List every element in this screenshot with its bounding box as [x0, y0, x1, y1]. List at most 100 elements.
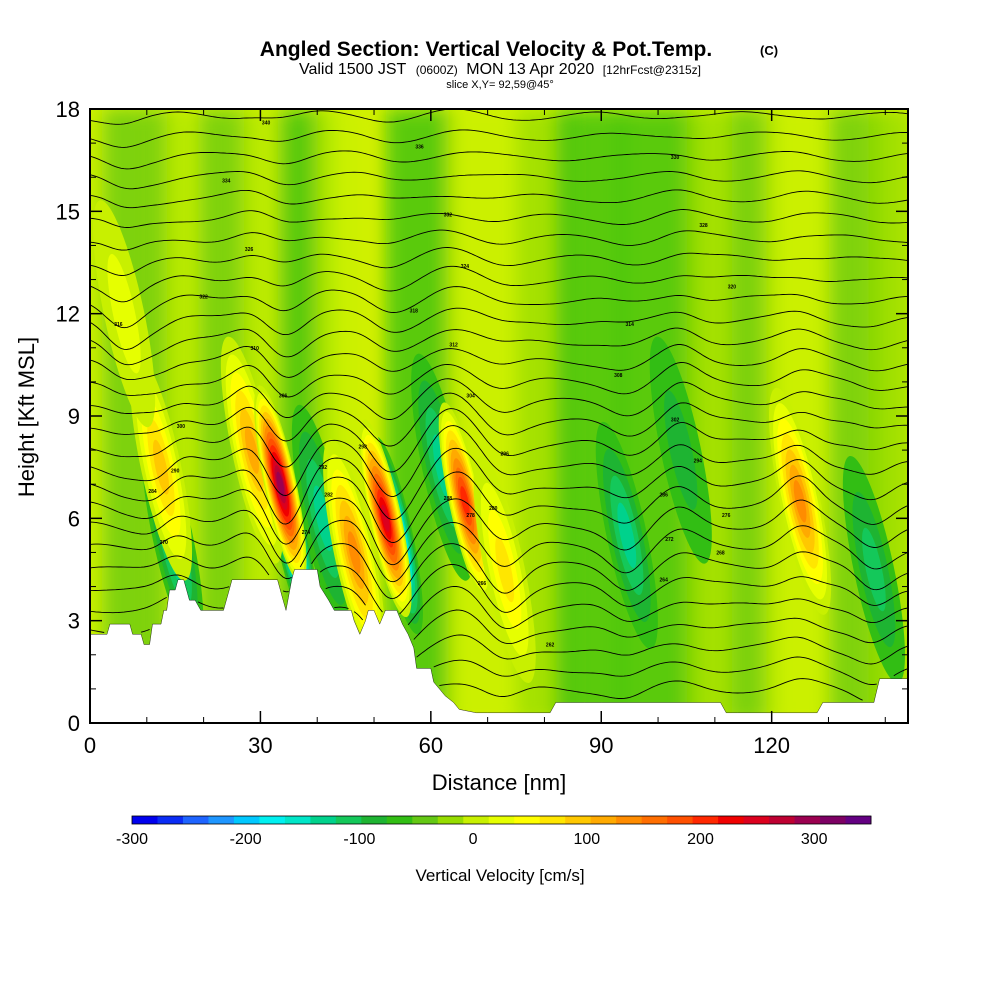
- core-level: [347, 531, 361, 574]
- colorbar-swatch: [233, 816, 260, 824]
- y-tick-label: 6: [68, 506, 80, 531]
- theta-contour-line: [439, 678, 863, 701]
- theta-contour-label: 328: [699, 223, 708, 229]
- theta-contour-label: 270: [160, 540, 169, 546]
- colorbar-swatch: [514, 816, 541, 824]
- theta-contour-label: 284: [148, 489, 157, 495]
- theta-contour-label: 318: [410, 308, 419, 314]
- colorbar-swatch: [208, 816, 235, 824]
- theta-contour-label: 304: [466, 394, 475, 400]
- theta-contour-label: 282: [324, 493, 333, 499]
- downdraft-core: [842, 455, 905, 684]
- updraft-core: [359, 419, 412, 618]
- theta-contour-label: 306: [279, 394, 288, 400]
- x-tick-label: 30: [248, 733, 272, 758]
- theta-contour-label: 310: [251, 346, 260, 352]
- theta-contour-label: 264: [660, 578, 669, 584]
- colorbar-swatch: [335, 816, 362, 824]
- theta-contour-label: 300: [177, 424, 186, 430]
- core-level: [313, 485, 333, 552]
- subtitle-utc: (0600Z): [416, 63, 458, 77]
- slice-note: slice X,Y= 92,59@45°: [446, 79, 554, 91]
- theta-contour-label: 288: [444, 496, 453, 502]
- theta-contour-line: [433, 656, 908, 685]
- colorbar-swatch: [590, 816, 617, 824]
- colorbar-swatch: [386, 816, 413, 824]
- y-tick-label: 0: [68, 711, 80, 736]
- colorbar-swatch: [667, 816, 694, 824]
- colorbar-tick-label: -200: [230, 831, 262, 848]
- theta-contour-label: 334: [222, 179, 231, 185]
- theta-contour-line: [90, 564, 908, 615]
- terrain: [90, 569, 908, 723]
- theta-contour-line: [90, 543, 908, 600]
- colorbar-swatch: [284, 816, 311, 824]
- core-level: [664, 390, 698, 510]
- theta-contour-line: [90, 209, 908, 228]
- colorbar-swatch: [361, 816, 388, 824]
- updraft-core: [220, 336, 283, 564]
- theta-contour-label: 278: [466, 513, 475, 519]
- core-level: [793, 480, 807, 523]
- colorbar-swatch: [616, 816, 643, 824]
- theta-contour-line: [90, 150, 908, 170]
- theta-contour-line: [90, 471, 908, 545]
- colorbar-swatch: [132, 816, 158, 824]
- theta-contour-label: 294: [694, 458, 703, 464]
- x-tick-label: 90: [589, 733, 613, 758]
- downdraft-core: [291, 404, 354, 632]
- theta-contour-line: [90, 344, 908, 381]
- colorbar-swatch: [310, 816, 337, 824]
- colorbar-swatch: [641, 816, 668, 824]
- theta-contour-label: 308: [614, 373, 623, 379]
- colorbar-title: Vertical Velocity [cm/s]: [415, 866, 584, 885]
- y-tick-label: 15: [56, 199, 80, 224]
- updraft-core: [473, 455, 536, 684]
- theta-contour-label: 340: [262, 121, 271, 127]
- theta-contour-label: 296: [501, 452, 510, 458]
- colorbar-swatch: [769, 816, 795, 824]
- updraft-core: [769, 387, 832, 615]
- theta-contour-label: 302: [671, 417, 680, 423]
- plot-area: 340 336 334 332 330 328 326 324 322 320 318 316 314 3…: [90, 109, 908, 723]
- chart-subtitle: Valid 1500 JST (0600Z) MON 13 Apr 2020 […: [299, 61, 701, 78]
- theta-contours: [90, 109, 908, 701]
- core-level: [862, 527, 886, 612]
- colorbar-swatch: [794, 816, 821, 824]
- theta-contour-line: [90, 129, 908, 148]
- theta-contour-line: [90, 425, 908, 497]
- colorbar-swatch: [539, 816, 566, 824]
- updraft-core: [254, 385, 307, 584]
- core-level: [107, 253, 141, 374]
- title-mark: (C): [760, 43, 778, 58]
- subtitle-valid: Valid 1500 JST: [299, 61, 407, 78]
- theta-contour-label: 290: [171, 469, 180, 475]
- colorbar-swatch: [463, 816, 490, 824]
- colorbar-frame: [131, 815, 872, 825]
- colorbar-swatch: [259, 816, 286, 824]
- subtitle-date: MON 13 Apr 2020: [466, 61, 594, 78]
- colorbar: -300 -200 -100 0 100 200 300: [116, 815, 872, 848]
- shading-band: [556, 109, 624, 723]
- theta-contour-label: 320: [728, 284, 737, 290]
- core-level: [495, 536, 515, 603]
- theta-contour-line: [90, 362, 908, 398]
- theta-contour-line: [90, 307, 908, 350]
- theta-contour-line: [90, 170, 908, 190]
- x-tick-label: 120: [753, 733, 790, 758]
- downdraft-core: [649, 336, 712, 564]
- theta-contour-label: 324: [461, 264, 470, 270]
- colorbar-tick-label: -300: [116, 831, 148, 848]
- y-tick-label: 12: [56, 302, 80, 327]
- theta-contour-label: 312: [449, 342, 458, 348]
- y-tick-label: 18: [56, 97, 80, 122]
- theta-contour-line: [90, 247, 908, 276]
- theta-contour-line: [90, 229, 908, 251]
- theta-contour-line: [90, 606, 908, 645]
- x-axis-title: Distance [nm]: [432, 770, 567, 795]
- colorbar-swatch: [437, 816, 464, 824]
- theta-contour-line: [90, 265, 908, 303]
- theta-contour-label: 292: [319, 465, 328, 471]
- downdraft-core: [595, 421, 658, 649]
